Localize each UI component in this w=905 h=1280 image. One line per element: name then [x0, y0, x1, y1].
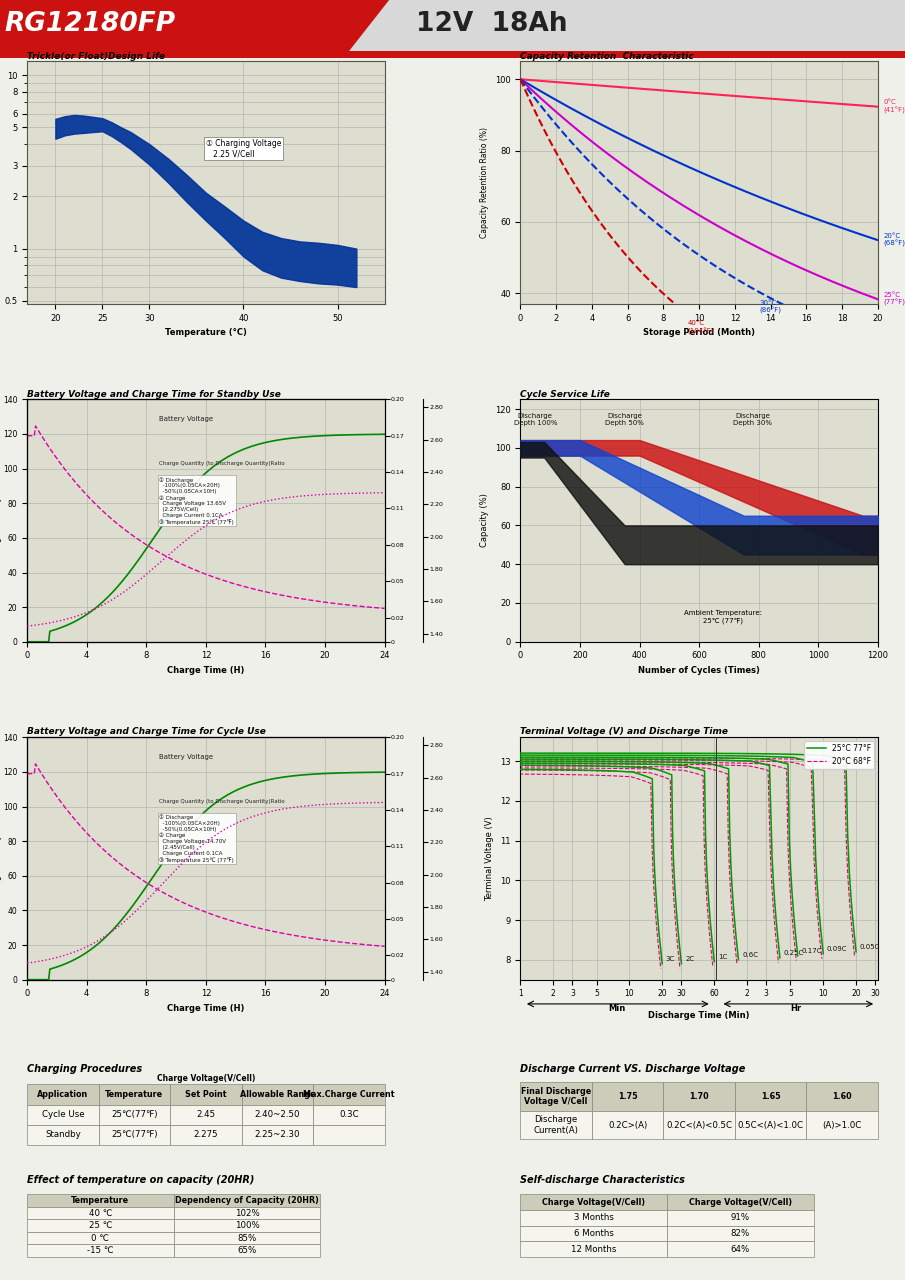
- Text: Discharge
Depth 100%: Discharge Depth 100%: [513, 412, 557, 425]
- Text: 20°C
(68°F): 20°C (68°F): [883, 233, 905, 247]
- Text: Battery Voltage: Battery Voltage: [159, 754, 214, 760]
- Text: Cycle Service Life: Cycle Service Life: [520, 389, 610, 398]
- Text: Trickle(or Float)Design Life: Trickle(or Float)Design Life: [27, 51, 166, 60]
- 25°C(77°F): [581, 129, 592, 145]
- Text: Battery Voltage: Battery Voltage: [159, 416, 214, 422]
- 0°C(41°F): [515, 72, 526, 87]
- 25°C(77°F): [610, 152, 621, 168]
- 20°C(68°F): [610, 124, 621, 140]
- Text: 0.05C: 0.05C: [860, 943, 880, 950]
- Line: 0°C(41°F): 0°C(41°F): [520, 79, 878, 106]
- 25°C(77°F): [537, 92, 548, 108]
- Text: ① Discharge
  -100%(0.05CA×20H)
  -50%(0.05CA×10H)
② Charge
  Charge Voltage 13.: ① Discharge -100%(0.05CA×20H) -50%(0.05C…: [159, 477, 234, 525]
- Text: Effect of temperature on capacity (20HR): Effect of temperature on capacity (20HR): [27, 1175, 254, 1185]
- Text: 25°C
(77°F): 25°C (77°F): [883, 292, 905, 306]
- Line: 25°C(77°F): 25°C(77°F): [520, 79, 878, 300]
- Text: Battery Voltage and Charge Time for Standby Use: Battery Voltage and Charge Time for Stan…: [27, 389, 281, 398]
- Text: Charge Quantity (to Discharge Quantity)Ratio: Charge Quantity (to Discharge Quantity)R…: [159, 799, 285, 804]
- 0°C(41°F): [872, 99, 883, 114]
- Text: Hr: Hr: [790, 1005, 801, 1014]
- Text: 30°C
(86°F): 30°C (86°F): [759, 300, 781, 314]
- Text: 12V  18Ah: 12V 18Ah: [416, 12, 567, 37]
- Y-axis label: Capacity (%): Capacity (%): [481, 494, 490, 548]
- Text: 1C: 1C: [718, 954, 727, 960]
- Text: Charge Voltage(V/Cell): Charge Voltage(V/Cell): [157, 1074, 255, 1083]
- Text: Discharge Current VS. Discharge Voltage: Discharge Current VS. Discharge Voltage: [520, 1065, 746, 1074]
- Y-axis label: Capacity Retention Ratio (%): Capacity Retention Ratio (%): [481, 127, 490, 238]
- Text: Charge Quantity (to Discharge Quantity)Ratio: Charge Quantity (to Discharge Quantity)R…: [159, 461, 285, 466]
- 25°C(77°F): [854, 285, 865, 301]
- Text: Capacity Retention  Characteristic: Capacity Retention Characteristic: [520, 51, 694, 60]
- Text: 0.09C: 0.09C: [827, 946, 847, 952]
- 0°C(41°F): [610, 79, 621, 95]
- Y-axis label: Terminal Voltage (V): Terminal Voltage (V): [485, 817, 494, 901]
- Text: RG12180FP: RG12180FP: [5, 12, 176, 37]
- 20°C(68°F): [529, 81, 540, 96]
- Text: Self-discharge Characteristics: Self-discharge Characteristics: [520, 1175, 685, 1185]
- Text: Discharge
Depth 50%: Discharge Depth 50%: [605, 412, 644, 425]
- X-axis label: Temperature (°C): Temperature (°C): [165, 328, 247, 337]
- 0°C(41°F): [842, 97, 853, 113]
- 20°C(68°F): [515, 72, 526, 87]
- X-axis label: Storage Period (Month): Storage Period (Month): [643, 328, 755, 337]
- Text: 2C: 2C: [685, 956, 694, 961]
- X-axis label: Charge Time (H): Charge Time (H): [167, 1004, 244, 1012]
- 0°C(41°F): [529, 73, 540, 88]
- Text: Ambient Temperature:
25℃ (77℉): Ambient Temperature: 25℃ (77℉): [684, 611, 762, 623]
- Text: Charging Procedures: Charging Procedures: [27, 1065, 142, 1074]
- Text: Battery Voltage and Charge Time for Cycle Use: Battery Voltage and Charge Time for Cycl…: [27, 727, 266, 736]
- Text: 0.25C: 0.25C: [784, 950, 804, 956]
- 0°C(41°F): [581, 77, 592, 92]
- Text: Discharge
Depth 30%: Discharge Depth 30%: [733, 412, 772, 425]
- Text: Min: Min: [608, 1005, 625, 1014]
- 0°C(41°F): [537, 73, 548, 88]
- 25°C(77°F): [515, 72, 526, 87]
- Polygon shape: [0, 0, 389, 58]
- Text: 40°C
(104°F): 40°C (104°F): [688, 320, 714, 335]
- Text: Terminal Voltage (V) and Discharge Time: Terminal Voltage (V) and Discharge Time: [520, 727, 729, 736]
- 20°C(68°F): [872, 233, 883, 248]
- Text: Discharge Time (Min): Discharge Time (Min): [648, 1011, 750, 1020]
- Text: 3C: 3C: [666, 956, 675, 961]
- 25°C(77°F): [872, 292, 883, 307]
- Text: 0°C
(41°F): 0°C (41°F): [883, 100, 905, 114]
- X-axis label: Number of Cycles (Times): Number of Cycles (Times): [638, 666, 760, 675]
- Polygon shape: [0, 51, 905, 58]
- 20°C(68°F): [581, 109, 592, 124]
- Y-axis label: Charge Quantity (%): Charge Quantity (%): [0, 819, 2, 897]
- 25°C(77°F): [842, 280, 853, 296]
- Text: ① Discharge
  -100%(0.05CA×20H)
  -50%(0.05CA×10H)
② Charge
  Charge Voltage 14.: ① Discharge -100%(0.05CA×20H) -50%(0.05C…: [159, 815, 234, 863]
- 20°C(68°F): [854, 227, 865, 242]
- 20°C(68°F): [537, 84, 548, 100]
- 0°C(41°F): [854, 97, 865, 113]
- Polygon shape: [0, 0, 905, 58]
- Line: 20°C(68°F): 20°C(68°F): [520, 79, 878, 241]
- 25°C(77°F): [529, 84, 540, 100]
- Y-axis label: Charge Quantity (%): Charge Quantity (%): [0, 481, 2, 559]
- Text: 0.6C: 0.6C: [742, 952, 758, 957]
- 20°C(68°F): [842, 223, 853, 238]
- Legend: 25°C 77°F, 20°C 68°F: 25°C 77°F, 20°C 68°F: [804, 741, 874, 769]
- Text: ① Charging Voltage
   2.25 V/Cell: ① Charging Voltage 2.25 V/Cell: [205, 140, 281, 159]
- X-axis label: Charge Time (H): Charge Time (H): [167, 666, 244, 675]
- Text: 0.17C: 0.17C: [802, 947, 822, 954]
